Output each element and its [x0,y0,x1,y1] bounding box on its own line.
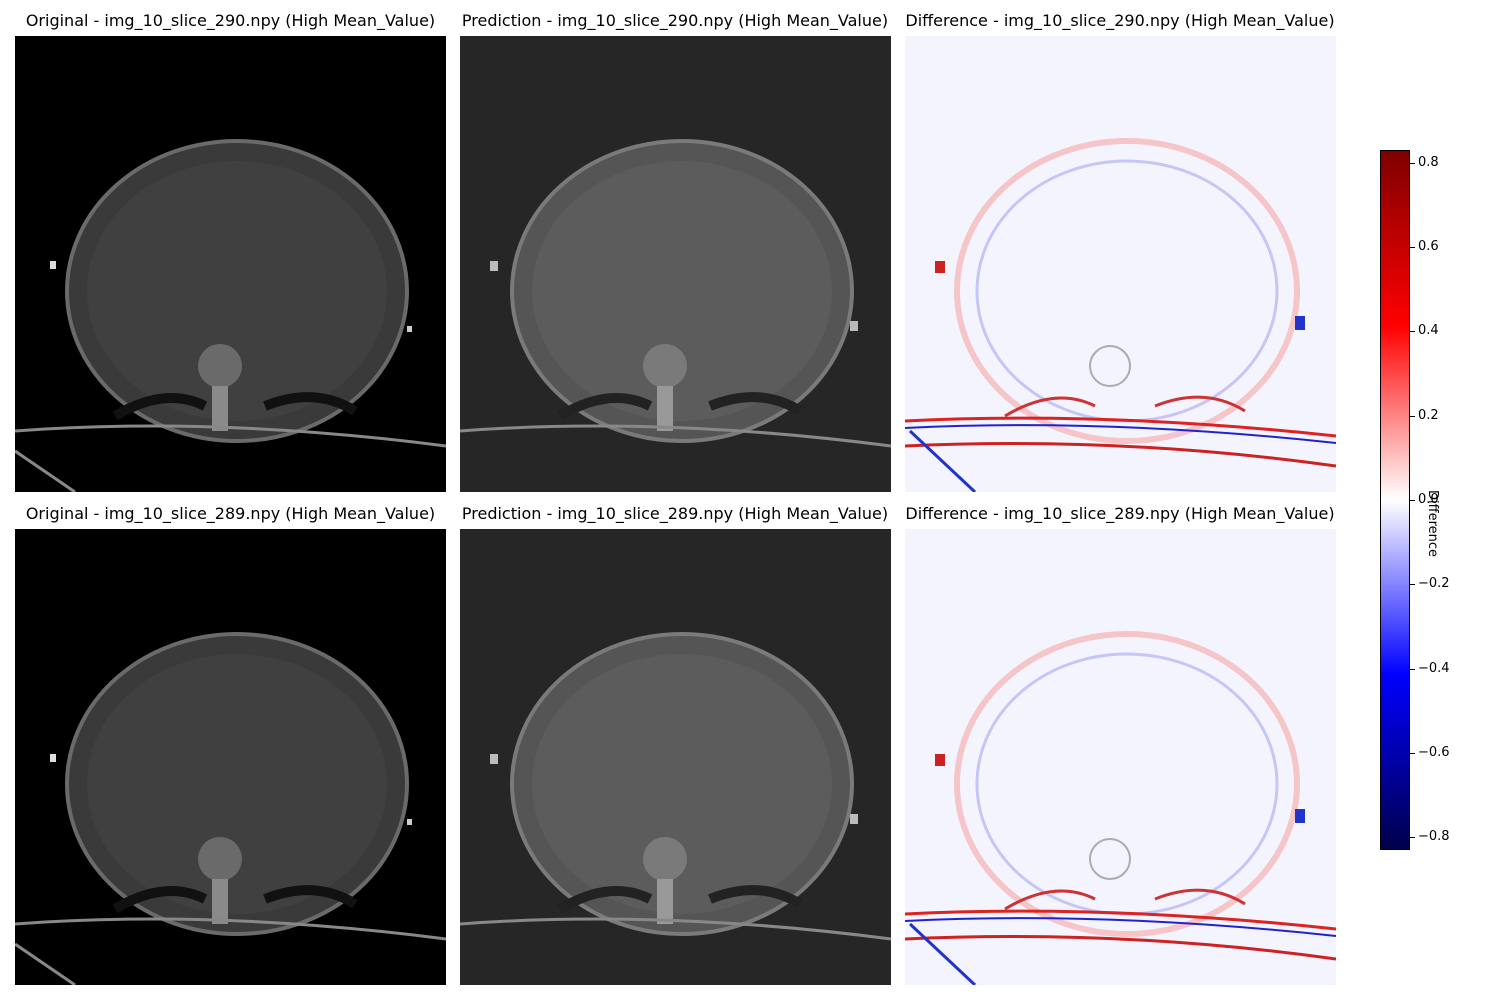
colorbar-tick-label: 0.4 [1418,323,1439,339]
panel-title-prediction-2: Prediction - img_10_slice_289.npy (High … [461,504,889,523]
panel-title-prediction-1: Prediction - img_10_slice_290.npy (High … [461,11,889,30]
colorbar-tick-label: −0.2 [1418,576,1450,592]
colorbar-tick [1410,415,1415,417]
colorbar-tick [1410,162,1415,164]
prediction-ct-image-1 [460,36,891,492]
prediction-ct-image-2 [460,529,891,985]
panel-title-difference-1: Difference - img_10_slice_290.npy (High … [905,11,1335,30]
colorbar [1380,150,1410,850]
colorbar-tick-label: −0.8 [1418,829,1450,845]
original-ct-image-2 [15,529,446,985]
colorbar-tick [1410,668,1415,670]
difference-map-2 [905,529,1336,985]
colorbar-tick [1410,837,1415,839]
colorbar-tick [1410,331,1415,333]
colorbar-tick [1410,500,1415,501]
original-ct-image-1 [15,36,446,492]
colorbar-tick-label: 0.2 [1418,407,1439,423]
colorbar-label: Difference [1425,490,1440,558]
panel-title-original-2: Original - img_10_slice_289.npy (High Me… [25,504,436,523]
colorbar-tick-label: 0.0 [1418,492,1439,507]
colorbar-tick [1410,753,1415,754]
colorbar-tick-label: 0.8 [1418,154,1439,170]
colorbar-tick-label: 0.6 [1418,238,1439,254]
panel-title-original-1: Original - img_10_slice_290.npy (High Me… [25,11,436,30]
panel-title-difference-2: Difference - img_10_slice_289.npy (High … [905,504,1335,523]
colorbar-tick-label: −0.4 [1418,660,1450,676]
colorbar-tick [1410,584,1415,586]
difference-map-1 [905,36,1336,492]
colorbar-tick-label: −0.6 [1418,745,1450,760]
colorbar-tick [1410,246,1415,248]
